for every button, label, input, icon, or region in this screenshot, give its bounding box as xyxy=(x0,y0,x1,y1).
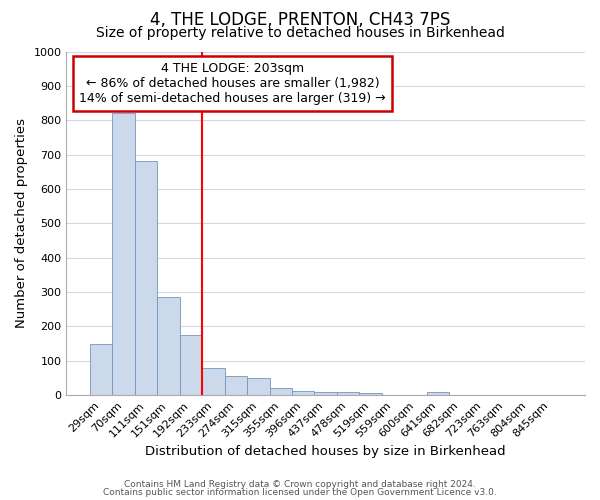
Bar xyxy=(180,335,202,395)
Text: 4, THE LODGE, PRENTON, CH43 7PS: 4, THE LODGE, PRENTON, CH43 7PS xyxy=(150,11,450,29)
Bar xyxy=(427,392,449,395)
X-axis label: Distribution of detached houses by size in Birkenhead: Distribution of detached houses by size … xyxy=(145,444,506,458)
Bar xyxy=(135,162,157,395)
Bar xyxy=(224,376,247,395)
Bar xyxy=(247,378,269,395)
Text: Contains HM Land Registry data © Crown copyright and database right 2024.: Contains HM Land Registry data © Crown c… xyxy=(124,480,476,489)
Text: Size of property relative to detached houses in Birkenhead: Size of property relative to detached ho… xyxy=(95,26,505,40)
Bar xyxy=(269,388,292,395)
Text: Contains public sector information licensed under the Open Government Licence v3: Contains public sector information licen… xyxy=(103,488,497,497)
Bar xyxy=(314,392,337,395)
Bar xyxy=(337,392,359,395)
Text: 4 THE LODGE: 203sqm
← 86% of detached houses are smaller (1,982)
14% of semi-det: 4 THE LODGE: 203sqm ← 86% of detached ho… xyxy=(79,62,386,105)
Bar xyxy=(112,114,135,395)
Bar xyxy=(202,368,224,395)
Bar xyxy=(90,344,112,395)
Y-axis label: Number of detached properties: Number of detached properties xyxy=(15,118,28,328)
Bar xyxy=(359,394,382,395)
Bar xyxy=(157,297,180,395)
Bar xyxy=(292,391,314,395)
